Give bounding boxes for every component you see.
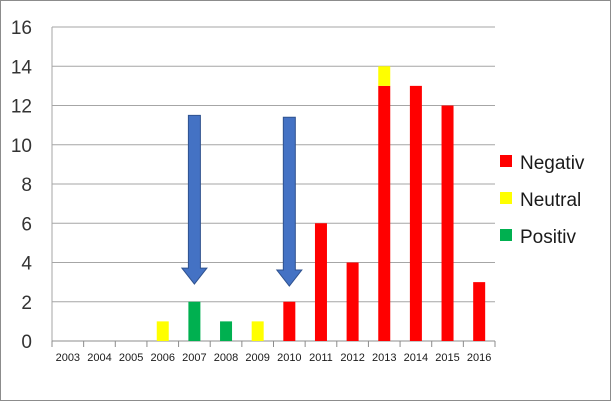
bar-neutral-2006	[156, 321, 169, 341]
bar-negativ-2014	[409, 85, 422, 341]
x-tick-label: 2009	[245, 352, 269, 364]
bar-neutral-2013	[378, 66, 391, 86]
legend-swatch-positiv	[500, 229, 512, 241]
x-tick-label: 2008	[214, 352, 238, 364]
x-tick-label: 2013	[372, 352, 396, 364]
legend-swatch-neutral	[500, 192, 512, 204]
x-tick-label: 2011	[309, 352, 333, 364]
y-tick-label: 2	[21, 293, 32, 314]
x-tick-label: 2005	[119, 352, 143, 364]
x-tick-label: 2004	[87, 352, 111, 364]
y-tick-label: 0	[21, 332, 32, 353]
x-tick-label: 2010	[277, 352, 301, 364]
bar-negativ-2016	[473, 282, 486, 341]
y-tick-label: 10	[11, 136, 32, 157]
x-tick-label: 2006	[151, 352, 175, 364]
bar-negativ-2011	[314, 223, 327, 341]
x-tick-label: 2012	[340, 352, 364, 364]
bar-positiv-2007	[188, 301, 201, 341]
bar-positiv-2008	[220, 321, 233, 341]
y-tick-label: 4	[21, 254, 32, 275]
legend-swatch-negativ	[500, 155, 512, 167]
y-tick-label: 12	[11, 97, 32, 118]
x-tick-label: 2003	[56, 352, 80, 364]
y-tick-label: 6	[21, 214, 32, 235]
bar-negativ-2012	[346, 262, 359, 341]
down-arrow-icon-2010	[275, 116, 303, 287]
x-tick-label: 2015	[435, 352, 459, 364]
bar-neutral-2009	[251, 321, 264, 341]
bar-negativ-2013	[378, 85, 391, 341]
x-tick-label: 2014	[404, 352, 428, 364]
x-tick-label: 2007	[182, 352, 206, 364]
legend-label-neutral: Neutral	[520, 190, 581, 211]
down-arrow-icon-2007	[180, 114, 208, 285]
legend-label-positiv: Positiv	[520, 227, 576, 248]
x-tick-label: 2016	[467, 352, 491, 364]
y-tick-label: 16	[11, 18, 32, 39]
bar-negativ-2015	[441, 105, 454, 341]
y-tick-label: 8	[21, 175, 32, 196]
legend-label-negativ: Negativ	[520, 153, 585, 174]
y-tick-label: 14	[11, 57, 33, 78]
bar-negativ-2010	[283, 301, 296, 341]
